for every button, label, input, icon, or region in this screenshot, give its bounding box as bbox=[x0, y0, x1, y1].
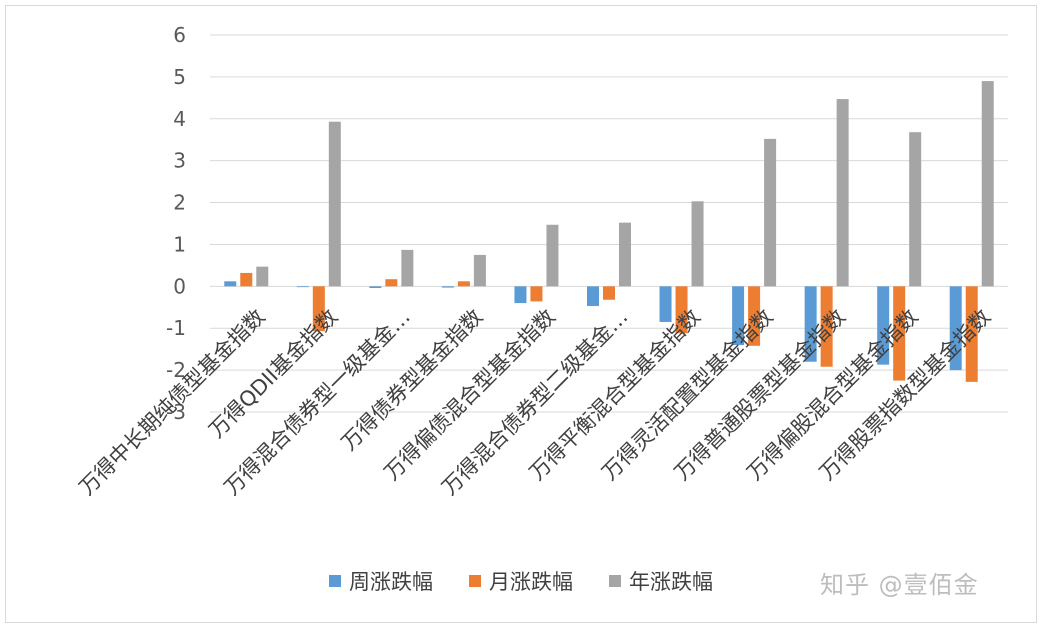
bar bbox=[385, 279, 398, 287]
legend-label-weekly: 周涨跌幅 bbox=[349, 570, 433, 594]
bar bbox=[312, 286, 325, 332]
bar bbox=[732, 286, 745, 345]
legend-item-weekly: 周涨跌幅 bbox=[329, 566, 433, 596]
legend-label-monthly: 月涨跌幅 bbox=[489, 570, 573, 594]
y-tick-label: -1 bbox=[166, 316, 186, 340]
legend-label-yearly: 年涨跌幅 bbox=[629, 570, 713, 594]
bar bbox=[675, 286, 688, 334]
bar bbox=[240, 272, 253, 287]
bar bbox=[981, 81, 994, 287]
bar bbox=[748, 286, 761, 346]
bar bbox=[619, 222, 631, 287]
y-tick-label: 2 bbox=[173, 191, 186, 215]
legend: 周涨跌幅 月涨跌幅 年涨跌幅 bbox=[0, 565, 1042, 597]
bar bbox=[909, 132, 922, 287]
bar bbox=[877, 286, 890, 365]
bar bbox=[514, 286, 527, 304]
y-tick-label: 4 bbox=[173, 107, 186, 131]
bar bbox=[965, 286, 978, 382]
bar bbox=[441, 286, 454, 288]
bar bbox=[659, 286, 672, 322]
bar bbox=[893, 286, 906, 381]
bar bbox=[328, 121, 341, 287]
bar bbox=[256, 266, 269, 287]
y-tick-label: 5 bbox=[173, 65, 186, 89]
bar bbox=[224, 281, 237, 287]
y-tick-label: 6 bbox=[173, 23, 186, 47]
legend-swatch-yearly bbox=[609, 575, 621, 587]
y-tick-label: 0 bbox=[173, 274, 186, 298]
legend-swatch-monthly bbox=[469, 575, 481, 587]
legend-item-monthly: 月涨跌幅 bbox=[469, 566, 573, 596]
y-tick-label: -3 bbox=[166, 400, 186, 424]
bar bbox=[546, 224, 559, 287]
bar bbox=[949, 286, 962, 371]
bar bbox=[603, 286, 615, 300]
watermark: 知乎 @壹佰金 bbox=[820, 571, 979, 599]
bar bbox=[369, 286, 382, 289]
bar bbox=[820, 286, 833, 367]
bar bbox=[764, 138, 777, 287]
bar bbox=[296, 286, 309, 288]
y-tick-label: 1 bbox=[173, 232, 186, 256]
legend-swatch-weekly bbox=[329, 575, 341, 587]
y-tick-label: -2 bbox=[166, 358, 186, 382]
legend-item-yearly: 年涨跌幅 bbox=[609, 566, 713, 596]
bar bbox=[457, 281, 470, 287]
bar bbox=[836, 99, 849, 287]
bar bbox=[401, 249, 414, 287]
bar bbox=[530, 286, 543, 302]
y-tick-label: 3 bbox=[173, 149, 186, 173]
bar bbox=[587, 286, 599, 307]
bar bbox=[691, 201, 704, 287]
chart-frame bbox=[5, 5, 1037, 623]
bar bbox=[804, 286, 817, 362]
bar bbox=[473, 254, 486, 287]
